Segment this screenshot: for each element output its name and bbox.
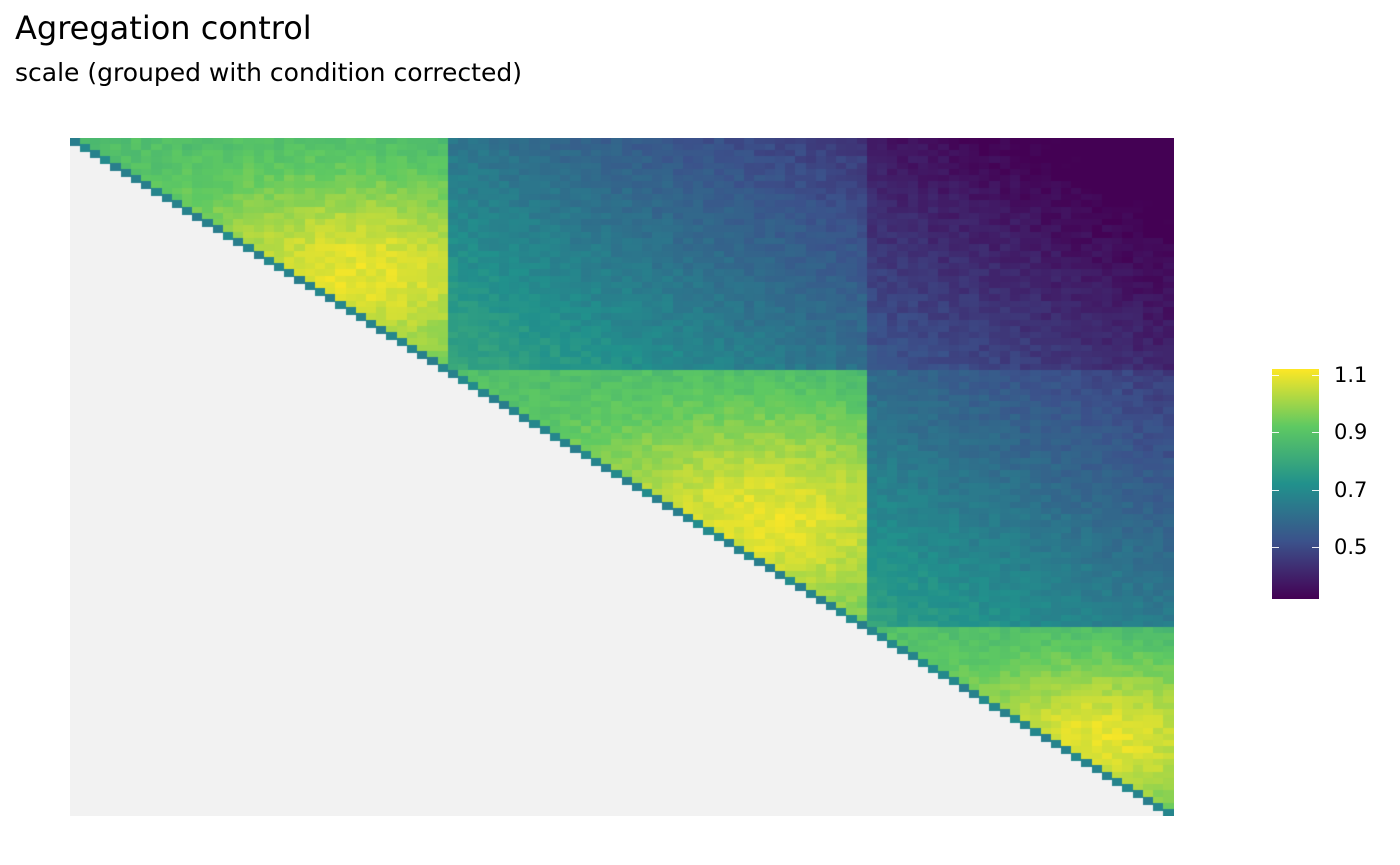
colorbar-tick-right — [1312, 547, 1319, 549]
heatmap-canvas — [70, 138, 1174, 816]
colorbar-tick-left — [1272, 432, 1279, 434]
colorbar-tick-label: 0.9 — [1334, 420, 1368, 445]
colorbar-tick-left — [1272, 547, 1279, 549]
colorbar-legend: 1.1 0.9 0.7 0.5 — [1272, 363, 1372, 601]
heatmap-panel — [70, 138, 1174, 816]
colorbar-tick-right — [1312, 374, 1319, 376]
chart-subtitle: scale (grouped with condition corrected) — [15, 58, 522, 87]
colorbar-tick-left — [1272, 489, 1279, 491]
chart-title: Agregation control — [15, 9, 312, 47]
colorbar-tick-left — [1272, 374, 1279, 376]
colorbar-tick-label: 1.1 — [1334, 362, 1368, 387]
colorbar-tick-label: 0.7 — [1334, 477, 1368, 502]
colorbar-tick-label: 0.5 — [1334, 535, 1368, 560]
colorbar-tick-right — [1312, 432, 1319, 434]
colorbar-tick-right — [1312, 489, 1319, 491]
colorbar — [1272, 369, 1319, 599]
